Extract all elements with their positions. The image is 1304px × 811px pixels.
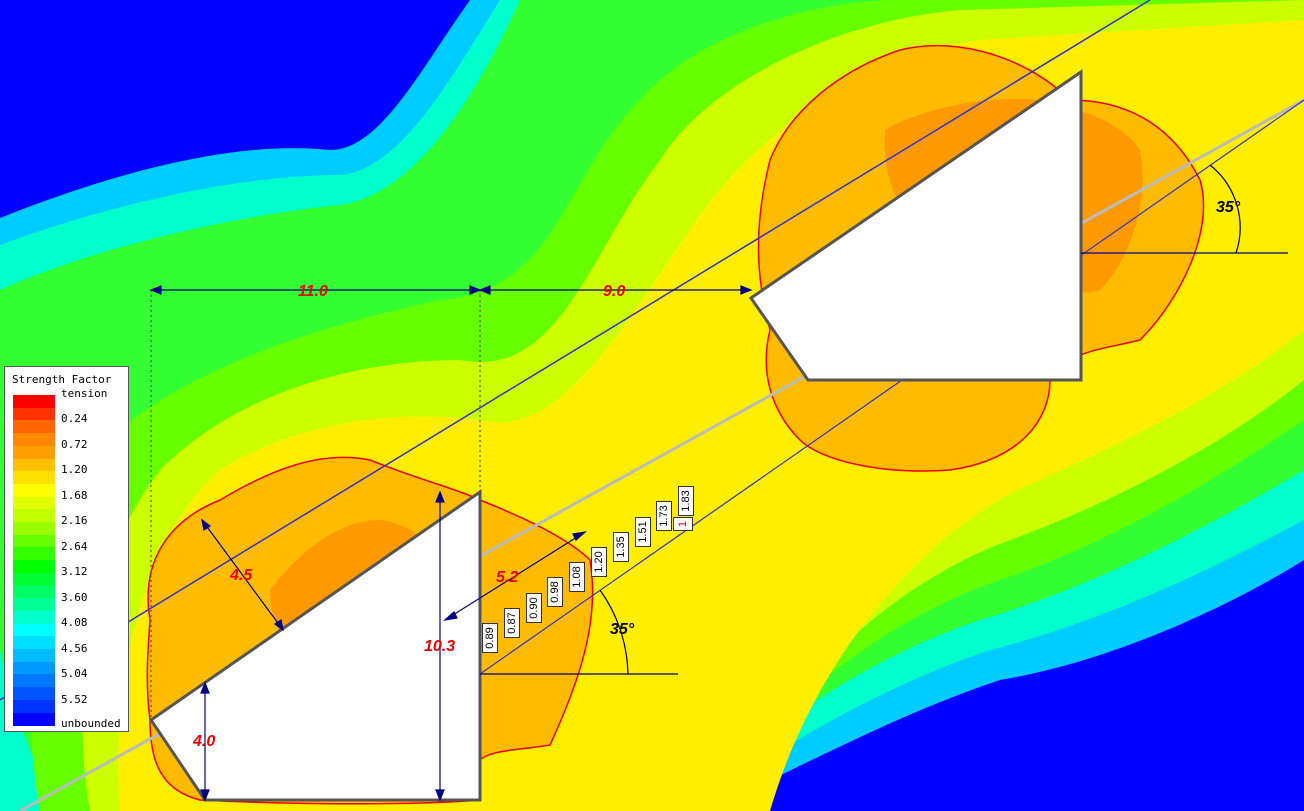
legend-swatch (13, 623, 55, 637)
legend-swatch (13, 509, 55, 523)
bolt-value-tag: 0.98 (547, 577, 564, 608)
legend-tick-label: 5.52 (61, 692, 88, 706)
legend-tick-label: 2.64 (61, 539, 88, 553)
legend-swatch (13, 534, 55, 548)
legend-tick-label: 3.12 (61, 565, 88, 578)
legend-swatch (13, 522, 55, 536)
dim-label-zone-depth: 5.2 (496, 569, 519, 586)
excavation-upper (748, 69, 1083, 382)
legend-swatch (13, 712, 55, 726)
legend-tick-label: 4.56 (61, 641, 88, 655)
dim-label-toe-height: 4.0 (193, 733, 216, 750)
legend-swatch (13, 661, 55, 675)
dim-label-pillar-height: 10.3 (424, 638, 456, 655)
bolt-end-label: 1 (673, 517, 693, 531)
dim-label-spacing-left: 11.0 (298, 283, 328, 300)
bolt-value-tag: 0.89 (482, 623, 498, 653)
excavation-lower (148, 489, 482, 802)
legend-swatch (13, 560, 55, 574)
legend-swatch (13, 471, 55, 485)
bolt-value-tag: 0.87 (503, 607, 520, 638)
legend-swatch (13, 610, 55, 625)
angle-arc-lower (599, 589, 629, 675)
legend-swatch (13, 420, 55, 434)
legend-swatch (13, 547, 55, 561)
angle-arc-upper (1209, 164, 1241, 254)
bolt-line-lower (479, 99, 1304, 675)
bolt-value-tag: 1.08 (569, 562, 586, 593)
legend-swatch (13, 674, 55, 688)
legend-swatch (13, 483, 55, 498)
dimension-lines (149, 285, 753, 802)
legend-bottom-label: unbounded (61, 717, 121, 730)
joint-plane-upper (0, 0, 1151, 701)
legend-title: Strength Factor (12, 373, 112, 386)
legend-tick-label: 4.08 (61, 616, 88, 629)
legend-tick-label: 2.16 (61, 514, 88, 527)
legend-swatch (13, 649, 55, 663)
legend-swatch (13, 572, 55, 586)
strength-factor-legend: Strength Factor tension 0.24 0.72 1.20 1.68… (4, 366, 129, 732)
angle-label-upper: 35° (1216, 199, 1241, 216)
legend-tick-label: 5.04 (61, 667, 88, 680)
angle-label-lower: 35° (610, 621, 635, 638)
legend-swatch (13, 699, 55, 713)
legend-swatch (13, 458, 55, 472)
legend-swatch (13, 496, 55, 510)
legend-top-label: tension (61, 387, 108, 400)
legend-swatch (13, 598, 55, 612)
legend-swatch (13, 687, 55, 701)
legend-tick-label: 0.24 (61, 412, 88, 425)
legend-swatch (13, 395, 55, 409)
dim-label-spacing-right: 9.0 (603, 283, 626, 300)
dim-label-slope-thickness: 4.5 (230, 567, 253, 584)
legend-tick-label: 1.20 (61, 463, 88, 476)
legend-tick-label: 0.72 (61, 437, 88, 451)
bolt-value-tag: 1.20 (591, 547, 607, 577)
bolt-value-tag: 1.35 (612, 531, 629, 562)
legend-swatch (13, 433, 55, 447)
legend-tick-label: 1.68 (61, 488, 88, 502)
bolt-value-tag: 0.90 (525, 592, 542, 623)
legend-swatch (13, 585, 55, 599)
legend-swatch (13, 445, 55, 459)
bolt-value-tag: 1.51 (634, 516, 651, 547)
legend-swatch (13, 407, 55, 421)
bolt-value-tag: 1.73 (656, 501, 673, 532)
legend-tick-label: 3.60 (61, 590, 88, 604)
bolt-value-tag: 1.83 (678, 486, 695, 517)
legend-swatch (13, 636, 55, 650)
